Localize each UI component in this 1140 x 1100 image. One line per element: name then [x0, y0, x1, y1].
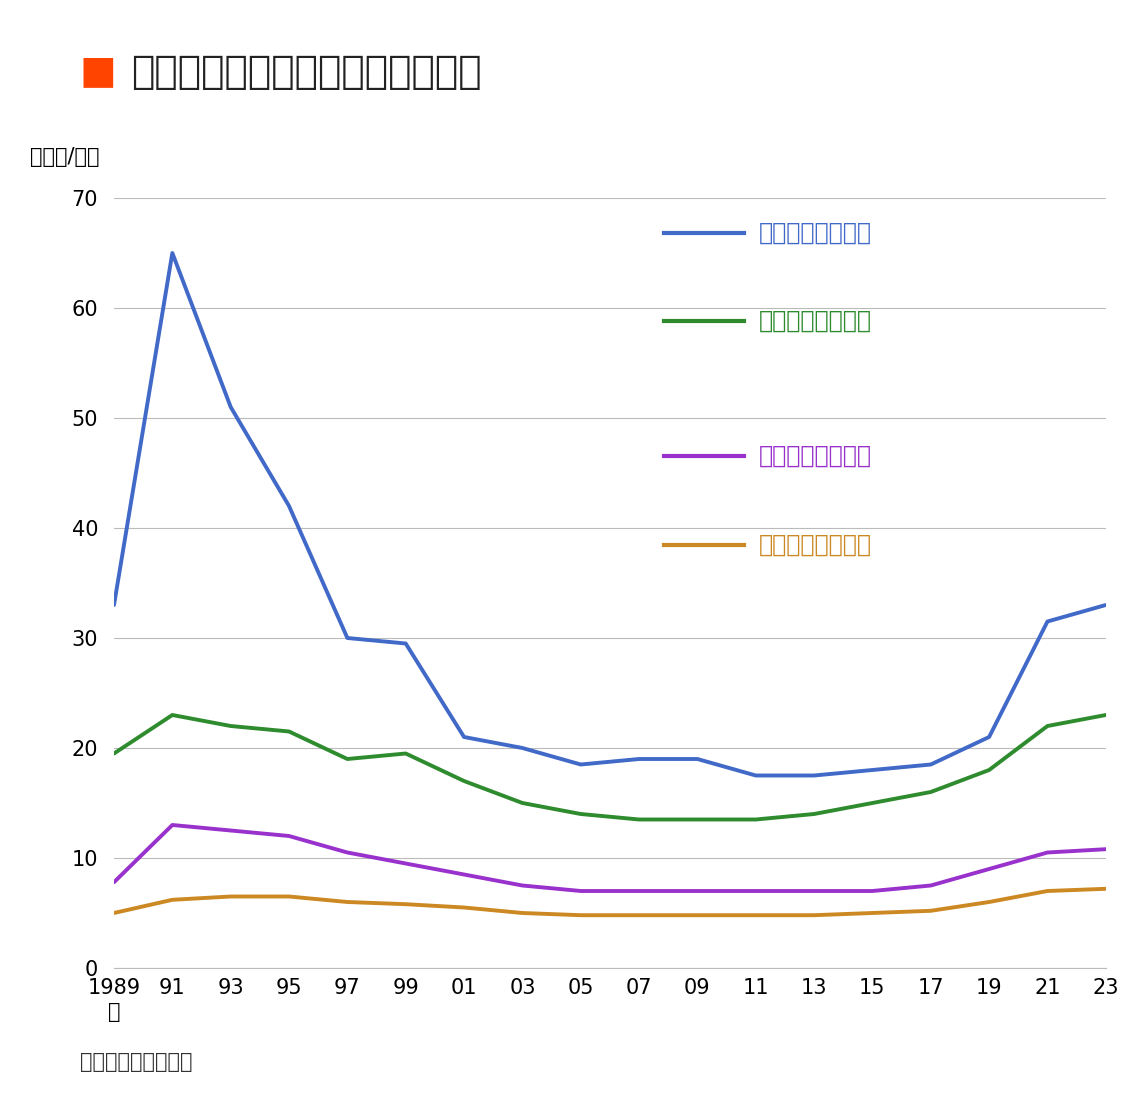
沖縄県【住宅地】	[573, 909, 587, 922]
那覇市【全用途】	[223, 400, 237, 414]
沖縄県【住宅地】	[341, 895, 355, 909]
那覇市【住宅地】	[165, 708, 179, 722]
沖縄県【全用途】	[1099, 843, 1113, 856]
沖縄県【全用途】	[1041, 846, 1054, 859]
那覇市【住宅地】	[223, 719, 237, 733]
沖縄県【住宅地】	[457, 901, 471, 914]
那覇市【全用途】	[865, 763, 879, 777]
沖縄県【全用途】	[223, 824, 237, 837]
那覇市【住宅地】	[1099, 708, 1113, 722]
Text: 那覇市【全用途】: 那覇市【全用途】	[759, 221, 872, 244]
那覇市【全用途】	[1099, 598, 1113, 612]
沖縄県【住宅地】	[807, 909, 821, 922]
沖縄県【全用途】	[865, 884, 879, 898]
沖縄県【全用途】	[633, 884, 646, 898]
那覇市【住宅地】	[749, 813, 763, 826]
那覇市【住宅地】	[865, 796, 879, 810]
沖縄県【住宅地】	[633, 909, 646, 922]
Text: ■: ■	[80, 53, 116, 90]
那覇市【住宅地】	[399, 747, 413, 760]
那覇市【住宅地】	[515, 796, 529, 810]
沖縄県【全用途】	[457, 868, 471, 881]
那覇市【全用途】	[341, 631, 355, 645]
Line: 沖縄県【住宅地】: 沖縄県【住宅地】	[114, 889, 1106, 915]
Line: 那覇市【住宅地】: 那覇市【住宅地】	[114, 715, 1106, 820]
沖縄県【全用途】	[749, 884, 763, 898]
那覇市【住宅地】	[983, 763, 996, 777]
那覇市【住宅地】	[573, 807, 587, 821]
那覇市【全用途】	[515, 741, 529, 755]
沖縄県【住宅地】	[1041, 884, 1054, 898]
那覇市【全用途】	[691, 752, 705, 766]
Text: （出所）国土交通省: （出所）国土交通省	[80, 1053, 193, 1072]
沖縄県【住宅地】	[107, 906, 121, 920]
沖縄県【全用途】	[573, 884, 587, 898]
那覇市【全用途】	[457, 730, 471, 744]
那覇市【住宅地】	[807, 807, 821, 821]
Text: 沖縄県【全用途】: 沖縄県【全用途】	[759, 444, 872, 468]
沖縄県【住宅地】	[983, 895, 996, 909]
那覇市【住宅地】	[633, 813, 646, 826]
沖縄県【住宅地】	[515, 906, 529, 920]
那覇市【全用途】	[107, 598, 121, 612]
Line: 那覇市【全用途】: 那覇市【全用途】	[114, 253, 1106, 776]
那覇市【全用途】	[807, 769, 821, 782]
沖縄県【全用途】	[983, 862, 996, 876]
沖縄県【全用途】	[165, 818, 179, 832]
Line: 沖縄県【全用途】: 沖縄県【全用途】	[114, 825, 1106, 891]
那覇市【住宅地】	[341, 752, 355, 766]
那覇市【住宅地】	[1041, 719, 1054, 733]
Text: 沖縄県と那覇市の基準地価の推移: 沖縄県と那覇市の基準地価の推移	[131, 53, 482, 90]
沖縄県【全用途】	[691, 884, 705, 898]
那覇市【住宅地】	[107, 747, 121, 760]
沖縄県【住宅地】	[691, 909, 705, 922]
沖縄県【全用途】	[807, 884, 821, 898]
沖縄県【住宅地】	[399, 898, 413, 911]
那覇市【住宅地】	[457, 774, 471, 788]
沖縄県【住宅地】	[283, 890, 296, 903]
Text: 沖縄県【住宅地】: 沖縄県【住宅地】	[759, 532, 872, 557]
那覇市【全用途】	[573, 758, 587, 771]
那覇市【全用途】	[165, 246, 179, 260]
那覇市【全用途】	[983, 730, 996, 744]
沖縄県【住宅地】	[923, 904, 937, 917]
沖縄県【全用途】	[107, 876, 121, 889]
那覇市【全用途】	[923, 758, 937, 771]
沖縄県【全用途】	[283, 829, 296, 843]
那覇市【全用途】	[749, 769, 763, 782]
沖縄県【全用途】	[399, 857, 413, 870]
沖縄県【住宅地】	[1099, 882, 1113, 895]
沖縄県【住宅地】	[165, 893, 179, 906]
沖縄県【全用途】	[515, 879, 529, 892]
沖縄県【全用途】	[341, 846, 355, 859]
那覇市【全用途】	[283, 499, 296, 513]
Text: 那覇市【住宅地】: 那覇市【住宅地】	[759, 309, 872, 333]
沖縄県【住宅地】	[865, 906, 879, 920]
那覇市【住宅地】	[283, 725, 296, 738]
那覇市【全用途】	[633, 752, 646, 766]
沖縄県【住宅地】	[223, 890, 237, 903]
沖縄県【全用途】	[923, 879, 937, 892]
Text: （万円/㎡）: （万円/㎡）	[30, 147, 99, 167]
那覇市【住宅地】	[923, 785, 937, 799]
那覇市【全用途】	[1041, 615, 1054, 628]
那覇市【全用途】	[399, 637, 413, 650]
那覇市【住宅地】	[691, 813, 705, 826]
沖縄県【住宅地】	[749, 909, 763, 922]
